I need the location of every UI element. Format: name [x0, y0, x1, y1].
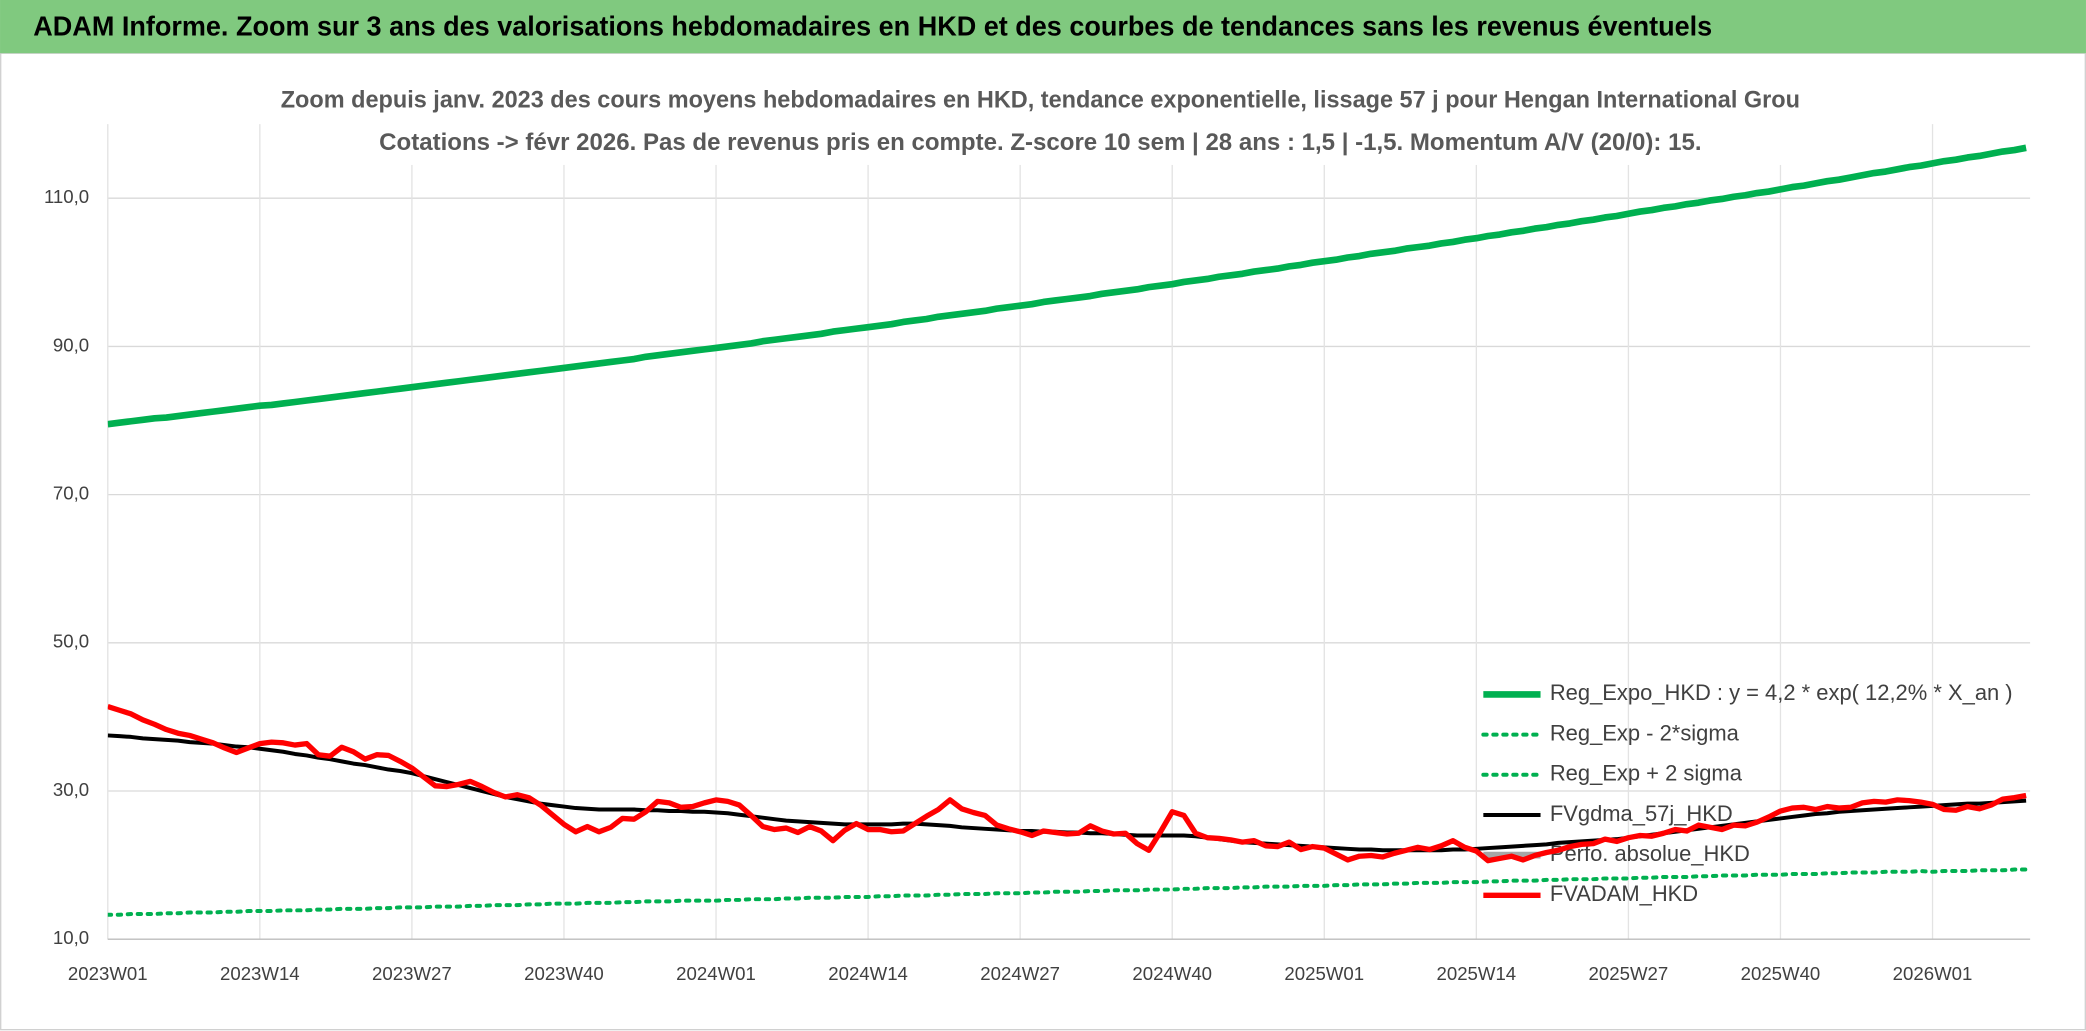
legend-label: FVgdma_57j_HKD: [1550, 801, 1733, 826]
page-title: ADAM Informe. Zoom sur 3 ans des valoris…: [33, 10, 1712, 41]
x-tick-label: 2023W27: [372, 963, 452, 984]
legend-label: Reg_Expo_HKD : y = 4,2 * exp( 12,2% * X_…: [1550, 680, 2013, 705]
chart-frame: [0, 52, 2086, 1031]
series-line: [107, 703, 2027, 864]
legend: Reg_Expo_HKD : y = 4,2 * exp( 12,2% * X_…: [1481, 680, 2013, 906]
x-tick-label: 2023W14: [220, 963, 300, 984]
chart-subtitle: Cotations -> févr 2026. Pas de revenus p…: [379, 129, 1701, 156]
x-tick-label: 2025W40: [1741, 963, 1821, 984]
x-tick-label: 2023W40: [524, 963, 604, 984]
y-tick-label: 30,0: [53, 779, 89, 800]
y-tick-label: 50,0: [53, 631, 89, 652]
x-tick-label: 2024W27: [980, 963, 1060, 984]
x-tick-label: 2024W40: [1132, 963, 1212, 984]
x-tick-label: 2026W01: [1893, 963, 1973, 984]
x-tick-label: 2023W01: [68, 963, 148, 984]
y-tick-label: 10,0: [53, 927, 89, 948]
legend-label: FVADAM_HKD: [1550, 881, 1698, 906]
x-tick-label: 2025W01: [1284, 963, 1364, 984]
legend-label: Reg_Exp - 2*sigma: [1550, 720, 1740, 745]
y-tick-label: 110,0: [44, 186, 89, 207]
series-line: [107, 144, 2027, 428]
y-tick-label: 90,0: [53, 334, 89, 355]
header-band: [0, 0, 2086, 54]
subtitle-background: [272, 82, 1808, 165]
y-tick-label: 70,0: [53, 483, 89, 504]
legend-label: Reg_Exp + 2 sigma: [1550, 761, 1743, 786]
plot-area: [107, 144, 2029, 917]
grid: 10,0 30,0 50,0 70,0 90,0 110,0 2023W01 2023W14 2…: [44, 124, 2031, 984]
x-tick-label: 2025W14: [1437, 963, 1517, 984]
x-tick-label: 2024W01: [676, 963, 756, 984]
x-tick-label: 2024W14: [828, 963, 908, 984]
series-line: [107, 867, 2029, 917]
chart-subtitle: Zoom depuis janv. 2023 des cours moyens …: [281, 86, 1800, 113]
x-tick-label: 2025W27: [1589, 963, 1669, 984]
